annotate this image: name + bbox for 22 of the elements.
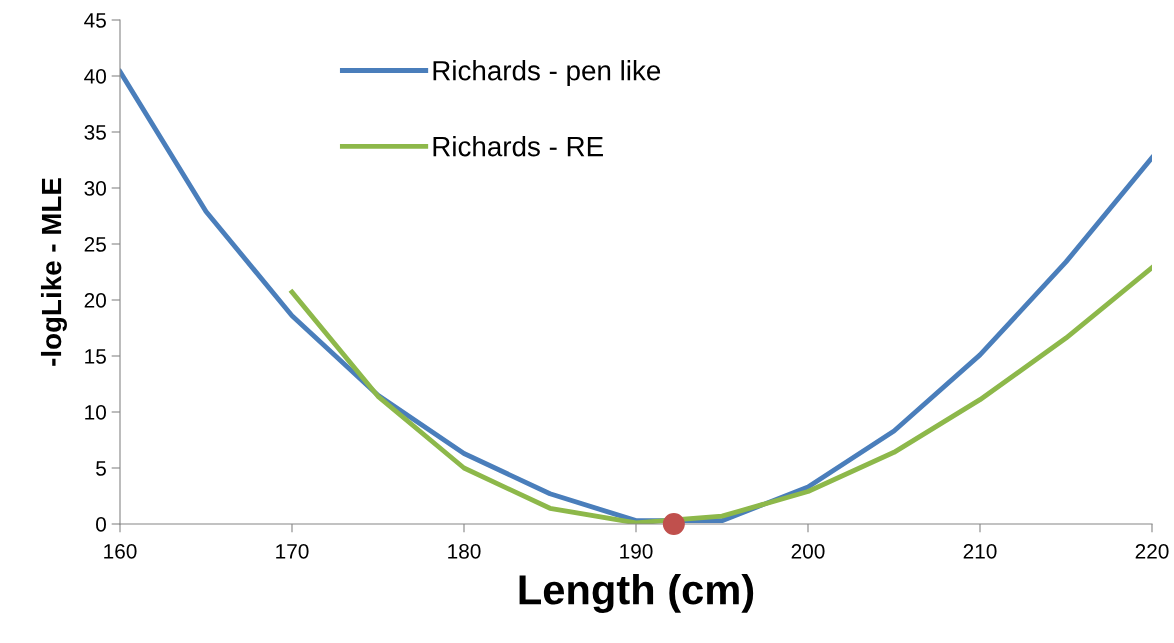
- x-tick-label: 180: [448, 543, 481, 559]
- x-tick-label: 210: [963, 543, 997, 559]
- y-tick-label: 5: [96, 461, 106, 476]
- legend-label: Richards - RE: [433, 136, 603, 157]
- x-tick-label: 220: [1135, 543, 1169, 559]
- y-tick-label: 45: [84, 13, 106, 28]
- y-tick-label: 25: [84, 237, 106, 252]
- y-axis-title: -logLike - MLE: [40, 178, 67, 366]
- y-tick-label: 30: [84, 181, 106, 196]
- line-series: [289, 265, 1152, 524]
- x-tick-label: 200: [791, 543, 825, 559]
- y-tick-label: 15: [85, 349, 106, 364]
- y-tick-label: 20: [84, 293, 106, 308]
- x-tick-label: 170: [276, 543, 309, 559]
- x-tick-label: 190: [620, 543, 653, 559]
- x-axis-title: Length (cm): [519, 573, 754, 613]
- y-tick-label: 40: [84, 69, 106, 84]
- x-tick-label: 160: [104, 543, 137, 559]
- y-tick-label: 0: [96, 517, 106, 532]
- legend-label: Richards - pen like: [433, 60, 661, 87]
- y-tick-label: 10: [85, 405, 106, 420]
- y-tick-label: 35: [84, 125, 106, 140]
